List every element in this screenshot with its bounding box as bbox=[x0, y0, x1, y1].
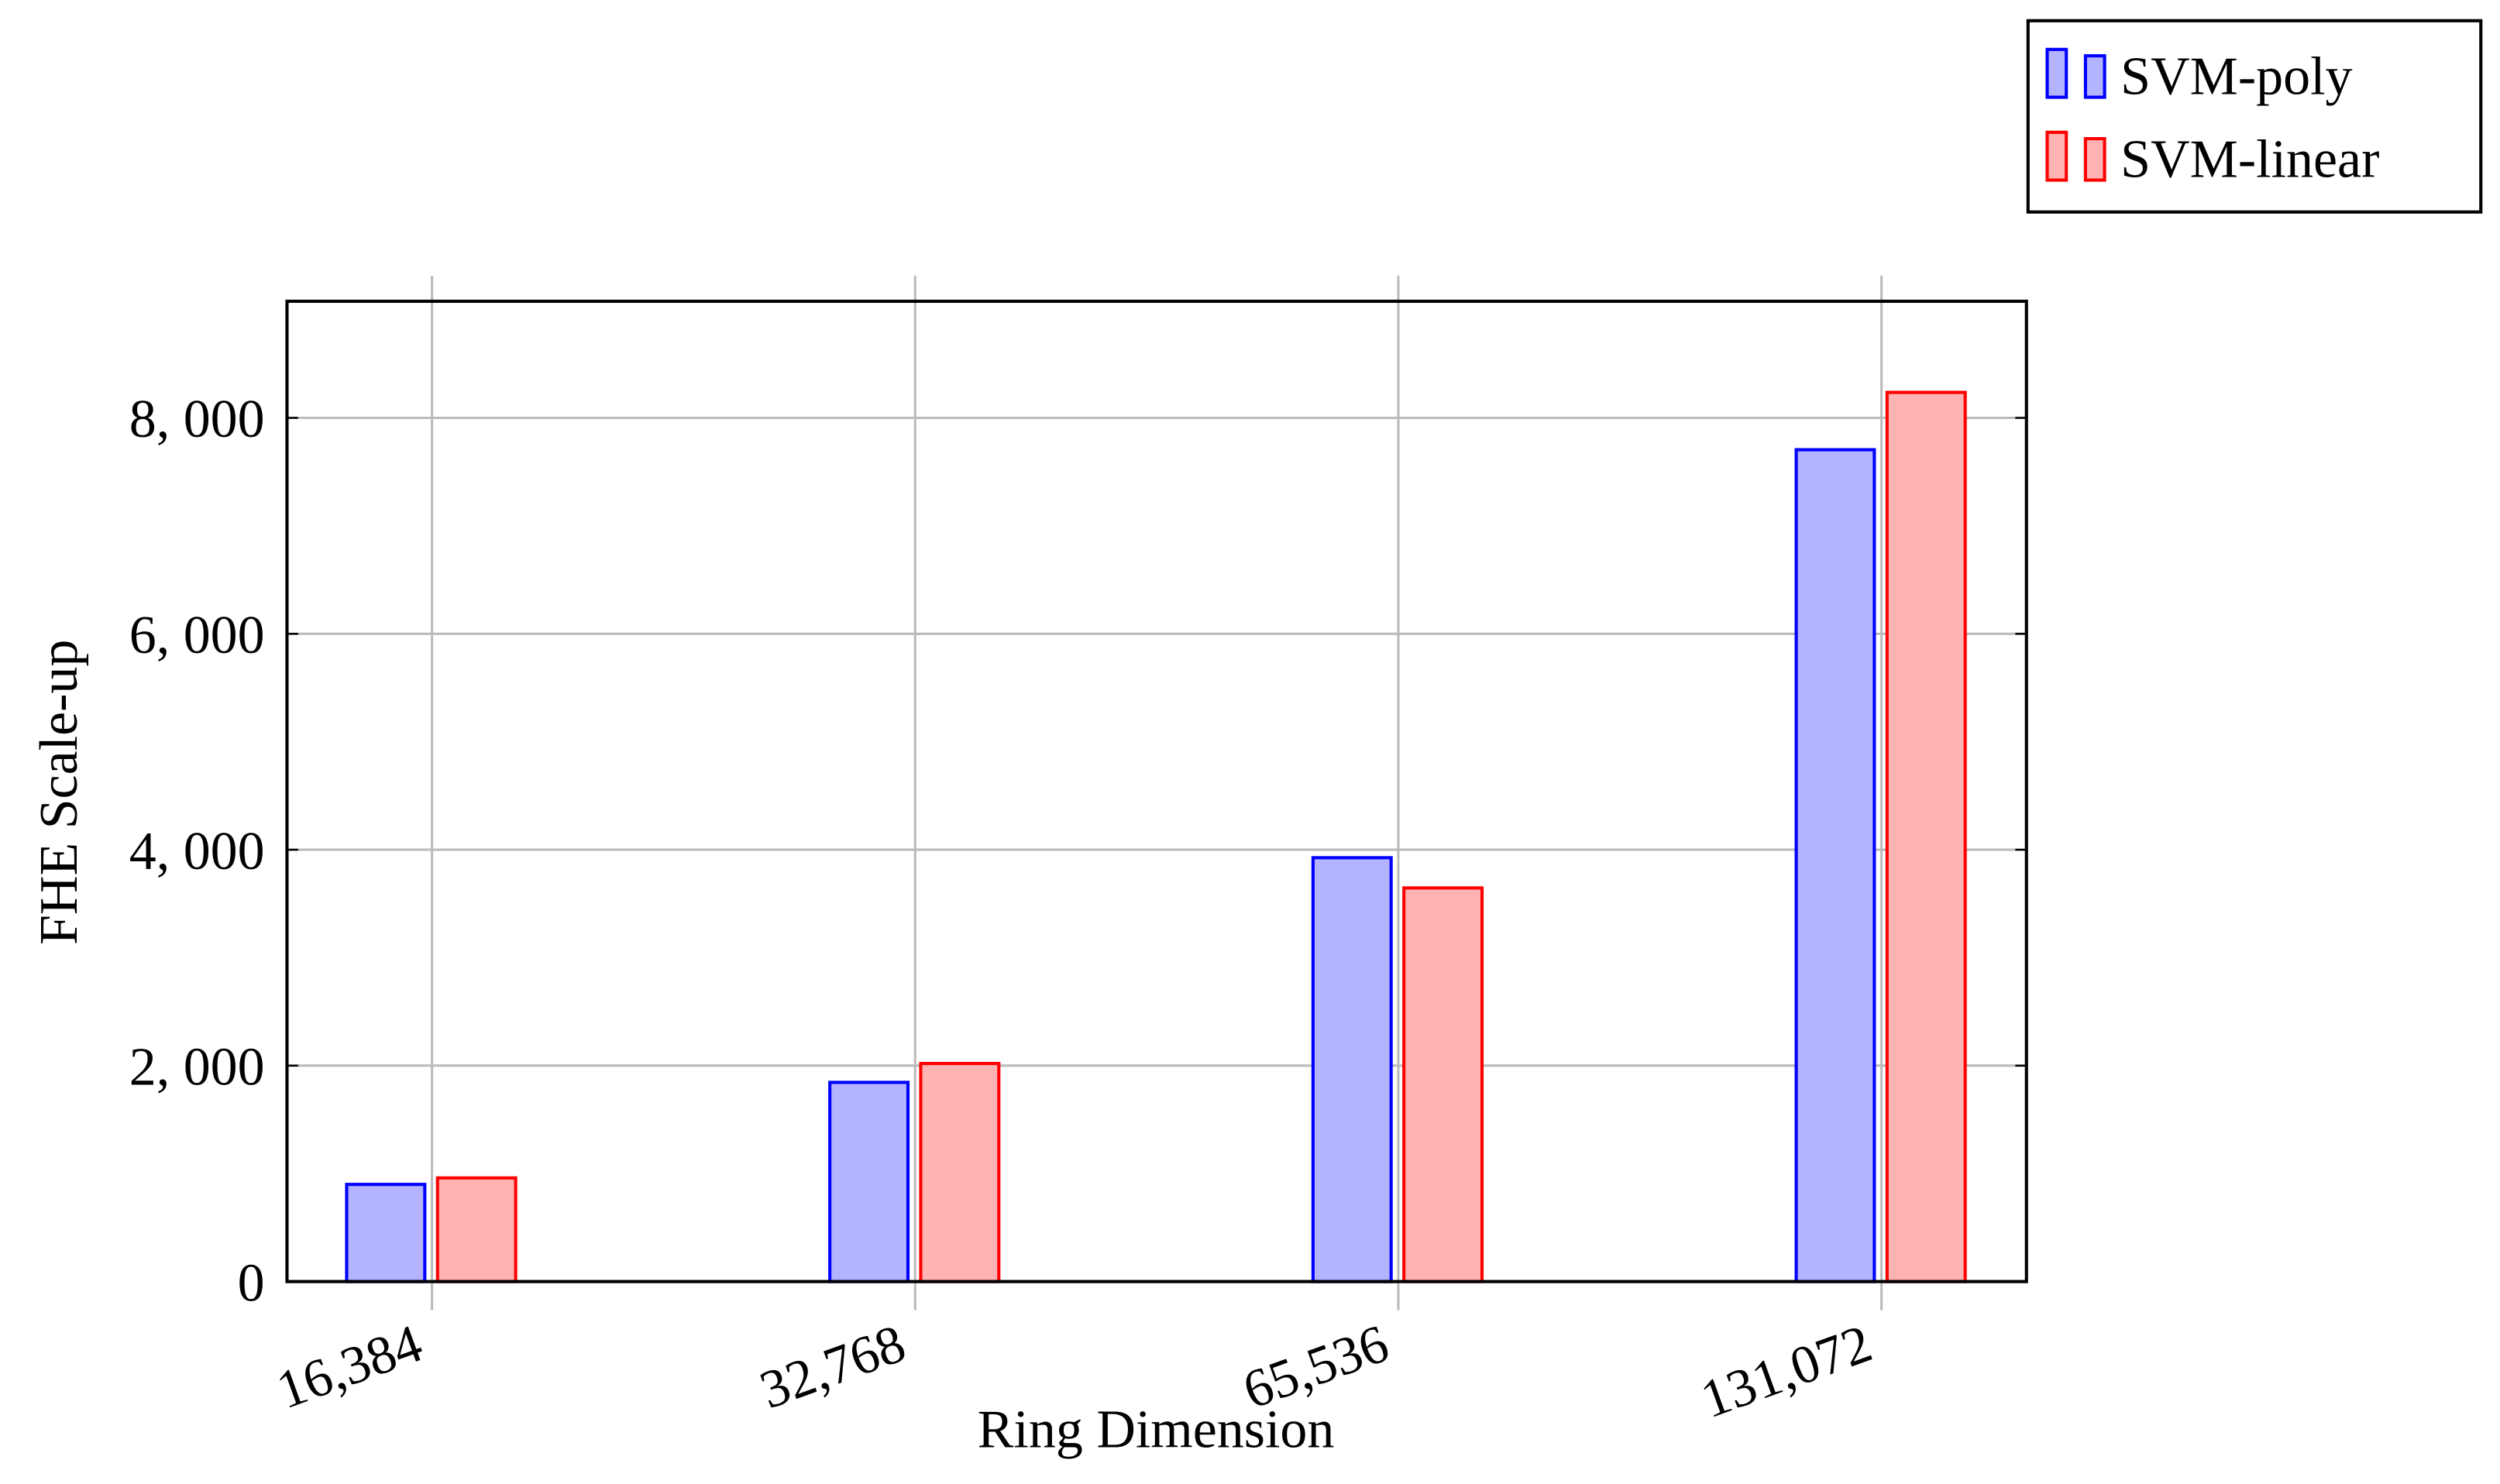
bar bbox=[1311, 856, 1393, 1283]
bar bbox=[345, 1183, 427, 1283]
y-tick-label: 8, 000 bbox=[129, 390, 265, 449]
x-tick-label: 131,072 bbox=[1694, 1314, 1879, 1430]
plot-frame bbox=[285, 299, 2028, 1283]
bar bbox=[828, 1080, 910, 1283]
bar bbox=[1402, 886, 1484, 1283]
legend-swatch bbox=[2083, 53, 2106, 99]
x-tick-label: 16,384 bbox=[270, 1314, 430, 1420]
legend-label: SVM-poly bbox=[2120, 46, 2352, 106]
bar bbox=[1885, 390, 1967, 1283]
bar bbox=[435, 1176, 518, 1283]
x-tick-label: 32,768 bbox=[752, 1314, 913, 1420]
y-tick-label: 2, 000 bbox=[129, 1038, 265, 1098]
bar bbox=[919, 1062, 1001, 1283]
y-tick-label: 6, 000 bbox=[129, 606, 265, 665]
legend-label: SVM-linear bbox=[2120, 129, 2379, 189]
legend-swatch bbox=[2083, 136, 2106, 182]
legend-swatch bbox=[2045, 130, 2068, 182]
bar bbox=[1794, 448, 1876, 1283]
y-tick-label: 0 bbox=[238, 1253, 265, 1313]
legend-swatch bbox=[2045, 47, 2068, 99]
y-tick-label: 4, 000 bbox=[129, 822, 265, 881]
x-axis-label: Ring Dimension bbox=[978, 1400, 1335, 1460]
y-axis-label: FHE Scale-up bbox=[29, 640, 89, 945]
